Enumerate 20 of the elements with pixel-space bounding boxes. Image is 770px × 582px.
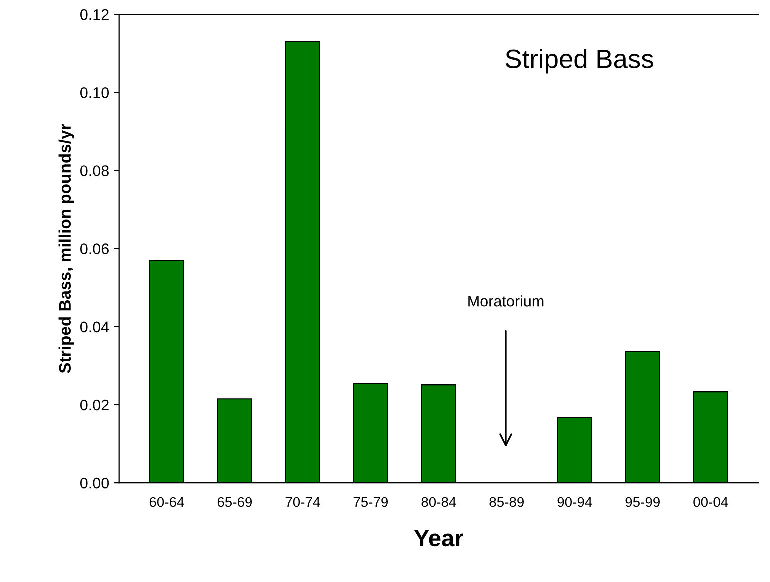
x-tick-label: 00-04 [694, 497, 728, 508]
x-axis-title: Year [414, 530, 464, 547]
x-tick-label: 90-94 [558, 497, 592, 508]
y-tick-label: 0.12 [80, 9, 109, 20]
y-tick-label: 0.02 [80, 400, 109, 411]
x-tick-label: 80-84 [422, 497, 456, 508]
x-tick-label: 95-99 [626, 497, 660, 508]
y-tick-label: 0.08 [80, 166, 109, 176]
x-tick-label: 75-79 [354, 497, 388, 508]
x-tick-label: 60-64 [150, 497, 184, 508]
y-axis-title: Striped Bass, million pounds/yr [58, 124, 74, 374]
y-tick-label: 0.10 [80, 88, 110, 98]
y-tick-label: 0.00 [80, 478, 110, 489]
text: Striped Bass [506, 49, 654, 74]
y-tick-label: 0.06 [80, 244, 109, 254]
y-tick-label: 0.04 [80, 322, 110, 333]
x-tick-label: 70-74 [286, 497, 320, 508]
x-tick-label: 65-69 [218, 497, 252, 508]
annotation: Moratorium [468, 296, 544, 307]
x-tick-label: 85-89 [490, 497, 524, 508]
